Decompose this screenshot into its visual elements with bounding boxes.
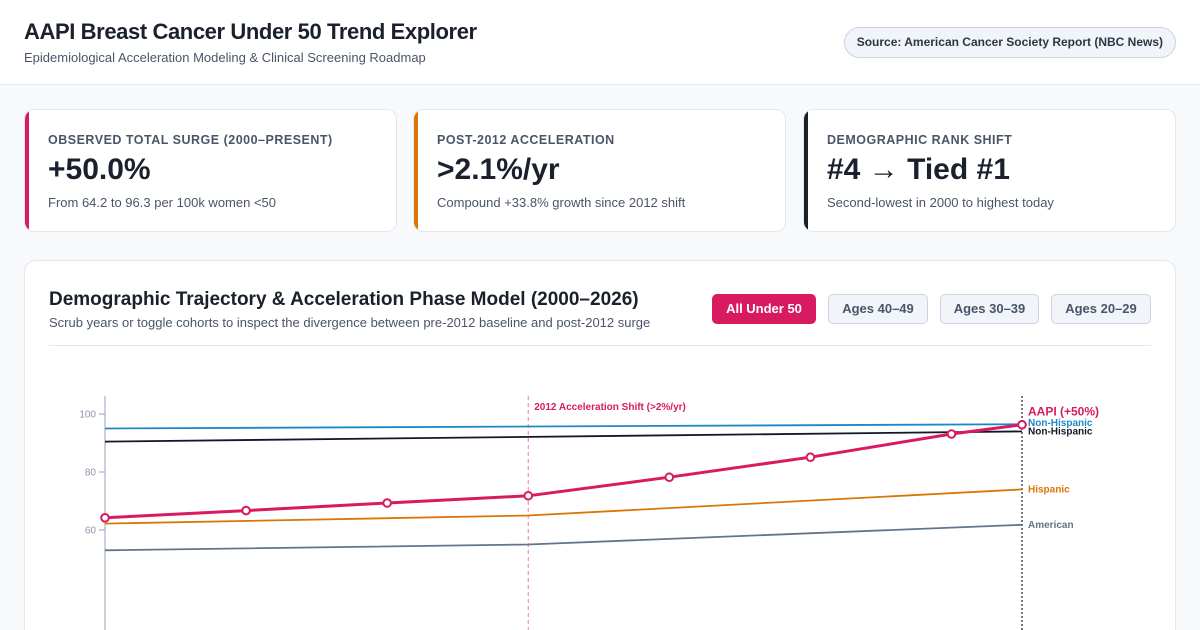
tab-ages-30-39[interactable]: Ages 30–39 <box>940 294 1039 324</box>
series-line <box>104 488 1023 525</box>
arrow-right-icon: → <box>868 153 899 186</box>
data-point <box>100 513 110 523</box>
stat-card-value: >2.1%/yr <box>437 153 560 186</box>
stat-card-note: Second-lowest in 2000 to highest today <box>827 195 1054 210</box>
trend-chart[interactable]: 60 80 100 2012 Acceleration Shift (>2%/yr) A… <box>25 261 1176 630</box>
series-line <box>104 423 1023 520</box>
data-point <box>241 505 251 516</box>
data-point <box>382 498 392 508</box>
y-tick-label: 100 <box>79 410 96 421</box>
data-point <box>523 490 534 501</box>
series-line <box>104 423 1023 430</box>
series-end-label: American <box>1028 520 1074 531</box>
tab-ages-40-49[interactable]: Ages 40–49 <box>828 294 928 324</box>
chart-panel: Demographic Trajectory & Acceleration Ph… <box>24 260 1176 630</box>
stat-card-acceleration: Post-2012 Acceleration >2.1%/yr Compound… <box>413 109 786 232</box>
stat-card-note: Compound +33.8% growth since 2012 shift <box>437 195 686 210</box>
stat-card-value: +50.0% <box>48 153 151 186</box>
acceleration-shift-label: 2012 Acceleration Shift (>2%/yr) <box>534 402 686 413</box>
stat-card-label: Observed Total Surge (2000–Present) <box>48 133 333 147</box>
rank-from: #4 <box>827 153 861 186</box>
series-end-label: AAPI (+50%) <box>1028 405 1099 419</box>
tab-ages-20-29[interactable]: Ages 20–29 <box>1051 294 1151 324</box>
panel-divider <box>49 345 1151 346</box>
stat-card-label: Demographic Rank Shift <box>827 133 1013 147</box>
page-subtitle: Epidemiological Acceleration Modeling & … <box>24 50 426 65</box>
data-point <box>664 472 675 483</box>
data-point <box>1017 419 1027 430</box>
series-end-label: Non-Hispanic <box>1028 418 1093 429</box>
page-title: AAPI Breast Cancer Under 50 Trend Explor… <box>24 19 477 44</box>
stat-card-note: From 64.2 to 96.3 per 100k women <50 <box>48 195 276 210</box>
data-point <box>805 452 816 463</box>
series-end-label: Non-Hispanic <box>1028 426 1093 437</box>
series-line <box>104 430 1023 443</box>
chart-title: Demographic Trajectory & Acceleration Ph… <box>49 289 639 310</box>
stat-card-label: Post-2012 Acceleration <box>437 133 615 147</box>
tab-all-under-50[interactable]: All Under 50 <box>712 294 816 324</box>
series-end-label: Hispanic <box>1028 484 1070 495</box>
y-tick-label: 80 <box>85 468 97 479</box>
data-point <box>946 429 957 439</box>
stat-card-total-surge: Observed Total Surge (2000–Present) +50.… <box>24 109 397 232</box>
chart-subtitle: Scrub years or toggle cohorts to inspect… <box>49 315 651 330</box>
app-header: AAPI Breast Cancer Under 50 Trend Explor… <box>0 0 1200 85</box>
stat-card-value: #4 → Tied #1 <box>827 153 1010 187</box>
stat-card-rank-shift: Demographic Rank Shift #4 → Tied #1 Seco… <box>803 109 1176 232</box>
series-line <box>104 523 1023 552</box>
y-tick-label: 60 <box>85 526 97 537</box>
source-badge[interactable]: Source: American Cancer Society Report (… <box>843 27 1176 58</box>
rank-to: Tied #1 <box>907 153 1010 186</box>
